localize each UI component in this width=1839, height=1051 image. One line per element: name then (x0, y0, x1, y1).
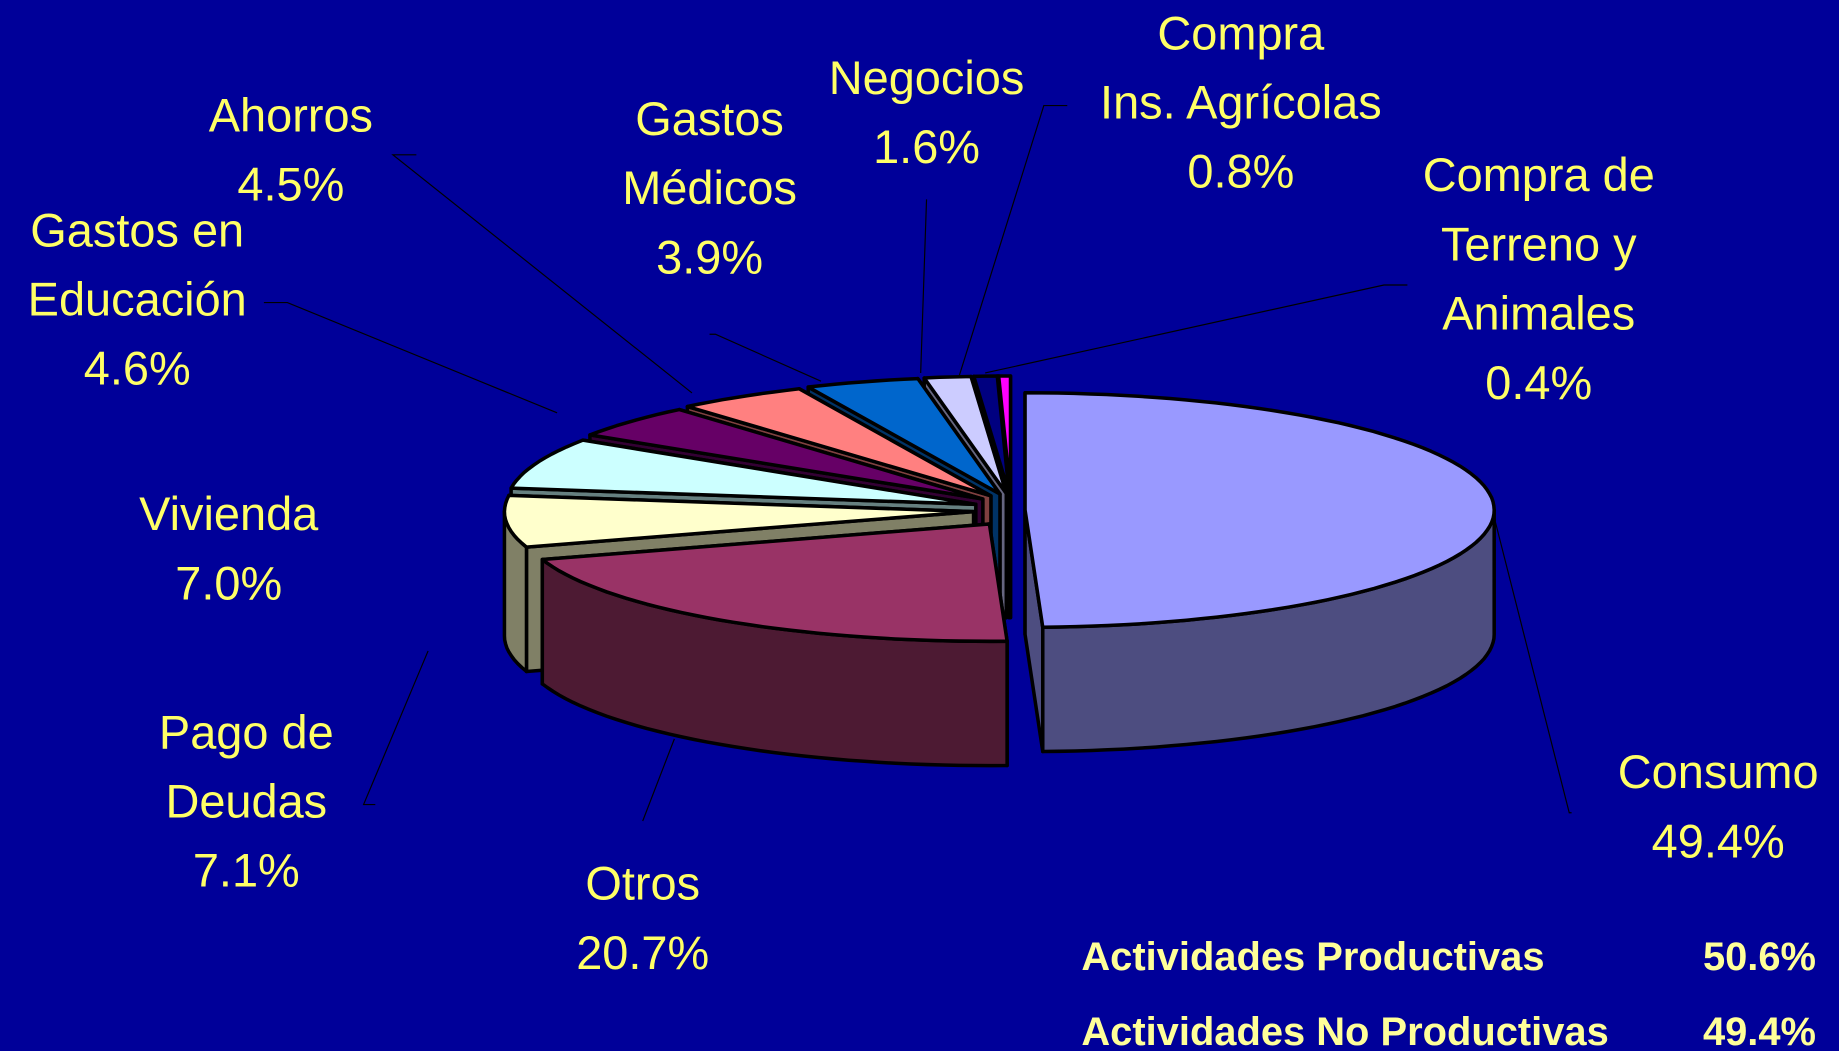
slice-label: Gastos Médicos 3.9% (622, 86, 797, 294)
category-label: Negocios (828, 52, 1025, 105)
category-label: Consumo (1617, 747, 1819, 799)
slice (996, 374, 1013, 496)
value-label: 0.8% (1187, 146, 1295, 199)
leader-line (1494, 521, 1572, 814)
slice (806, 376, 1002, 496)
slice-label: Consumo 49.4% (1618, 739, 1819, 877)
slice (1023, 391, 1496, 629)
category-label: Ahorros (208, 90, 373, 142)
category-label: Pago de Deudas (158, 707, 334, 829)
value-label: 4.5% (237, 159, 345, 212)
value-label: 49.4% (1651, 816, 1785, 868)
slice-label: Gastos en Educación 4.6% (28, 197, 247, 405)
leader-line (263, 302, 558, 414)
slice (502, 493, 976, 549)
slice-label: Vivienda 7.0% (139, 481, 318, 619)
leader-line (920, 199, 928, 373)
value-label: 4.6% (83, 343, 191, 396)
summary-value: 50.6% (1702, 934, 1817, 980)
slice-label: Pago de Deudas 7.1% (159, 699, 334, 907)
slice-label: Otros 20.7% (576, 850, 709, 988)
slice-label: Negocios 1.6% (829, 45, 1025, 183)
value-label: 3.9% (656, 232, 764, 284)
slice (922, 374, 1009, 496)
leader-line (391, 154, 693, 394)
value-label: 20.7% (576, 927, 710, 980)
category-label: Vivienda (139, 489, 319, 541)
value-label: 1.6% (873, 121, 981, 174)
leader-line (985, 284, 1408, 374)
summary-label: Actividades Productivas (1081, 934, 1545, 980)
leader-line (642, 738, 675, 822)
slice-label: Compra de Terreno y Animales 0.4% (1423, 142, 1655, 419)
value-label: 0.4% (1485, 357, 1593, 410)
slice (685, 387, 993, 498)
summary-label: Actividades No Productivas (1081, 1009, 1609, 1051)
slice (588, 407, 985, 501)
category-label: Compra Ins. Agrícolas (1100, 8, 1382, 130)
leader-line (958, 104, 1068, 376)
value-label: 7.1% (192, 845, 300, 898)
leader-line (362, 650, 429, 806)
category-label: Compra de Terreno y Animales (1422, 150, 1655, 341)
leader-line (709, 333, 822, 382)
category-label: Gastos en Educación (27, 205, 247, 327)
slice-label: Ahorros 4.5% (209, 82, 373, 220)
value-label: 7.0% (175, 558, 283, 610)
slice-label: Compra Ins. Agrícolas 0.8% (1100, 0, 1382, 208)
category-label: Gastos Médicos (622, 93, 797, 215)
category-label: Otros (585, 858, 701, 911)
slice (509, 438, 978, 507)
slice (540, 522, 1009, 644)
summary-value: 49.4% (1702, 1009, 1817, 1051)
